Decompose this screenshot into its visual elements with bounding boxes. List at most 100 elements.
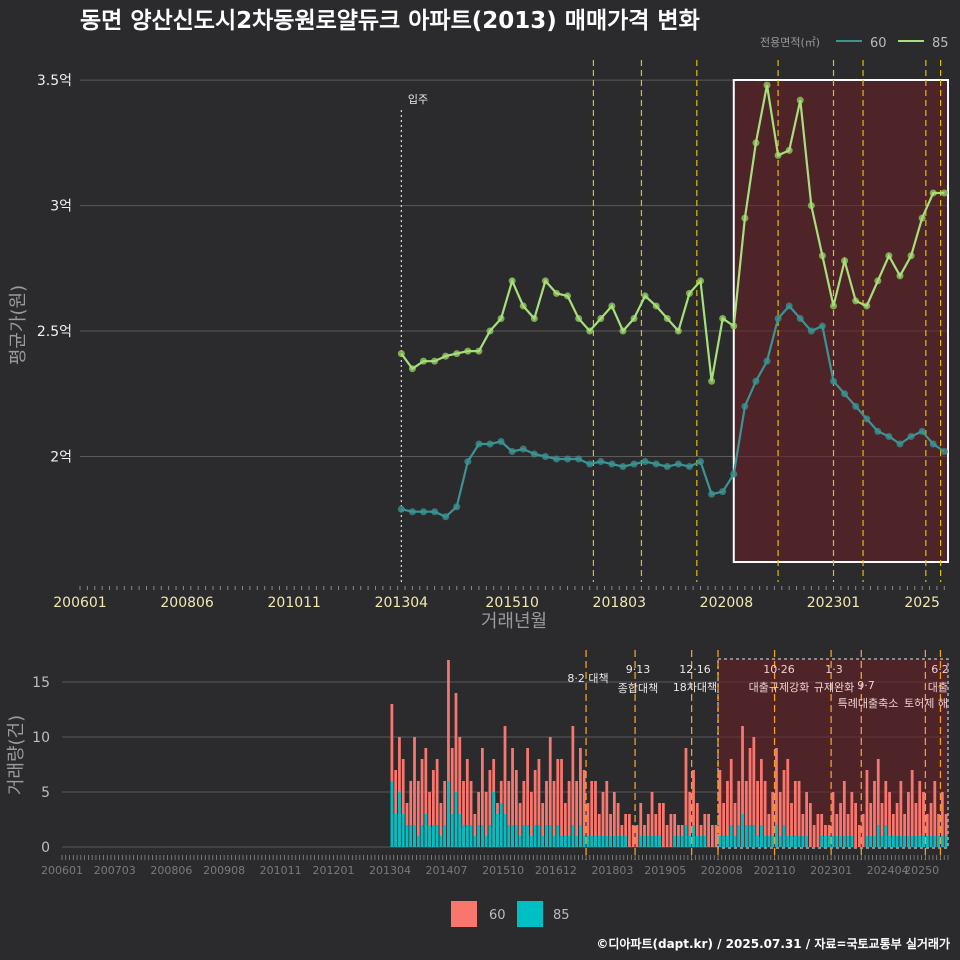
bar-85 (756, 836, 759, 847)
bottom-bars (390, 660, 948, 847)
bar-60 (541, 803, 545, 847)
bar-60 (744, 781, 748, 847)
bar-85 (488, 825, 492, 847)
bar-60 (612, 792, 616, 847)
bar-85 (884, 825, 888, 847)
bar-85 (484, 836, 488, 847)
bar-85 (462, 825, 465, 847)
bar-85 (922, 836, 925, 847)
bar-60 (922, 792, 925, 847)
bar-60 (903, 814, 907, 847)
top-y-axis-title: 평균가(원) (8, 285, 29, 365)
top-x-tick-label: 200601 (53, 595, 106, 611)
bar-60 (465, 759, 469, 847)
bar-85 (428, 825, 431, 847)
bar-85 (597, 836, 601, 847)
bar-60 (812, 825, 816, 847)
bar-60 (835, 814, 839, 847)
bar-60 (703, 814, 707, 847)
bar-85 (571, 825, 575, 847)
bar-60 (707, 814, 710, 847)
bar-60 (907, 792, 910, 847)
bar-60 (718, 770, 722, 847)
bar-60 (511, 748, 514, 847)
bar-85 (480, 825, 484, 847)
bar-85 (507, 825, 511, 847)
policy-12-16-name: 18차대책 (673, 681, 717, 694)
bar-85 (526, 825, 530, 847)
top-x-tick-label: 2025 (904, 595, 940, 611)
bar-60 (891, 814, 895, 847)
bar-60 (748, 748, 752, 847)
bar-60 (665, 825, 669, 847)
top-x-tick-label: 202301 (807, 595, 860, 611)
bar-85 (797, 836, 801, 847)
bar-85 (499, 803, 503, 847)
bar-85 (703, 836, 707, 847)
bar-85 (839, 836, 842, 847)
bar-85 (688, 836, 692, 847)
bar-85 (424, 814, 428, 847)
top-x-tick-label: 201803 (593, 595, 646, 611)
bar-60 (480, 748, 484, 847)
bottom-legend-label-85: 85 (553, 908, 570, 923)
bar-60 (503, 726, 507, 847)
bar-85 (880, 836, 884, 847)
bottom-y-tick-label: 0 (41, 840, 50, 856)
bar-60 (854, 803, 858, 847)
bar-85 (537, 825, 541, 847)
bar-60 (865, 770, 869, 847)
top-y-tick-label: 3.5억 (37, 73, 72, 89)
bar-85 (416, 836, 420, 847)
top-y-tick-label: 2.5억 (37, 324, 72, 340)
policy-12-16-date: 12·16 (679, 663, 711, 676)
top-x-axis-title: 거래년월 (481, 611, 547, 632)
bar-85 (545, 825, 548, 847)
bar-85 (680, 836, 684, 847)
bar-85 (918, 836, 922, 847)
bar-60 (488, 770, 492, 847)
bar-85 (741, 814, 744, 847)
bar-85 (820, 836, 824, 847)
bar-85 (929, 836, 933, 847)
bar-60 (775, 748, 778, 847)
bar-85 (944, 836, 948, 847)
bar-60 (895, 803, 899, 847)
bar-60 (605, 781, 609, 847)
bar-60 (850, 792, 854, 847)
bar-60 (443, 781, 447, 847)
bar-85 (869, 836, 873, 847)
bar-85 (582, 836, 586, 847)
bar-85 (677, 836, 680, 847)
bottom-x-tick-label: 201407 (426, 864, 468, 877)
bar-60 (484, 792, 488, 847)
bar-60 (842, 781, 846, 847)
bar-85 (605, 836, 609, 847)
bar-60 (409, 781, 413, 847)
bottom-x-tick-label: 200601 (41, 864, 83, 877)
bar-60 (816, 814, 820, 847)
bar-85 (465, 825, 469, 847)
bottom-y-tick-label: 10 (32, 730, 50, 746)
bar-85 (937, 836, 940, 847)
bar-60 (420, 759, 424, 847)
top-x-tick-label: 200806 (160, 595, 214, 611)
bar-60 (861, 814, 865, 847)
bar-60 (450, 748, 454, 847)
bar-60 (661, 803, 665, 847)
bar-60 (533, 770, 537, 847)
bottom-x-tick-label: 200806 (150, 864, 192, 877)
bar-60 (597, 814, 601, 847)
bar-60 (733, 803, 737, 847)
bar-60 (767, 814, 771, 847)
bar-85 (778, 836, 782, 847)
top-axis: 200601 200806 201011 201304 201510 201803 2020… (53, 586, 945, 611)
bar-85 (684, 825, 688, 847)
bar-85 (695, 836, 699, 847)
bar-85 (925, 836, 929, 847)
bar-85 (692, 825, 695, 847)
policy-1-3-name: 규제완화 (814, 681, 854, 694)
bottom-y-axis-title: 거래량(건) (6, 715, 27, 795)
bottom-axis: 200601 200703 200806 200908 201011 201201 2013… (41, 855, 949, 877)
bar-60 (413, 737, 416, 847)
